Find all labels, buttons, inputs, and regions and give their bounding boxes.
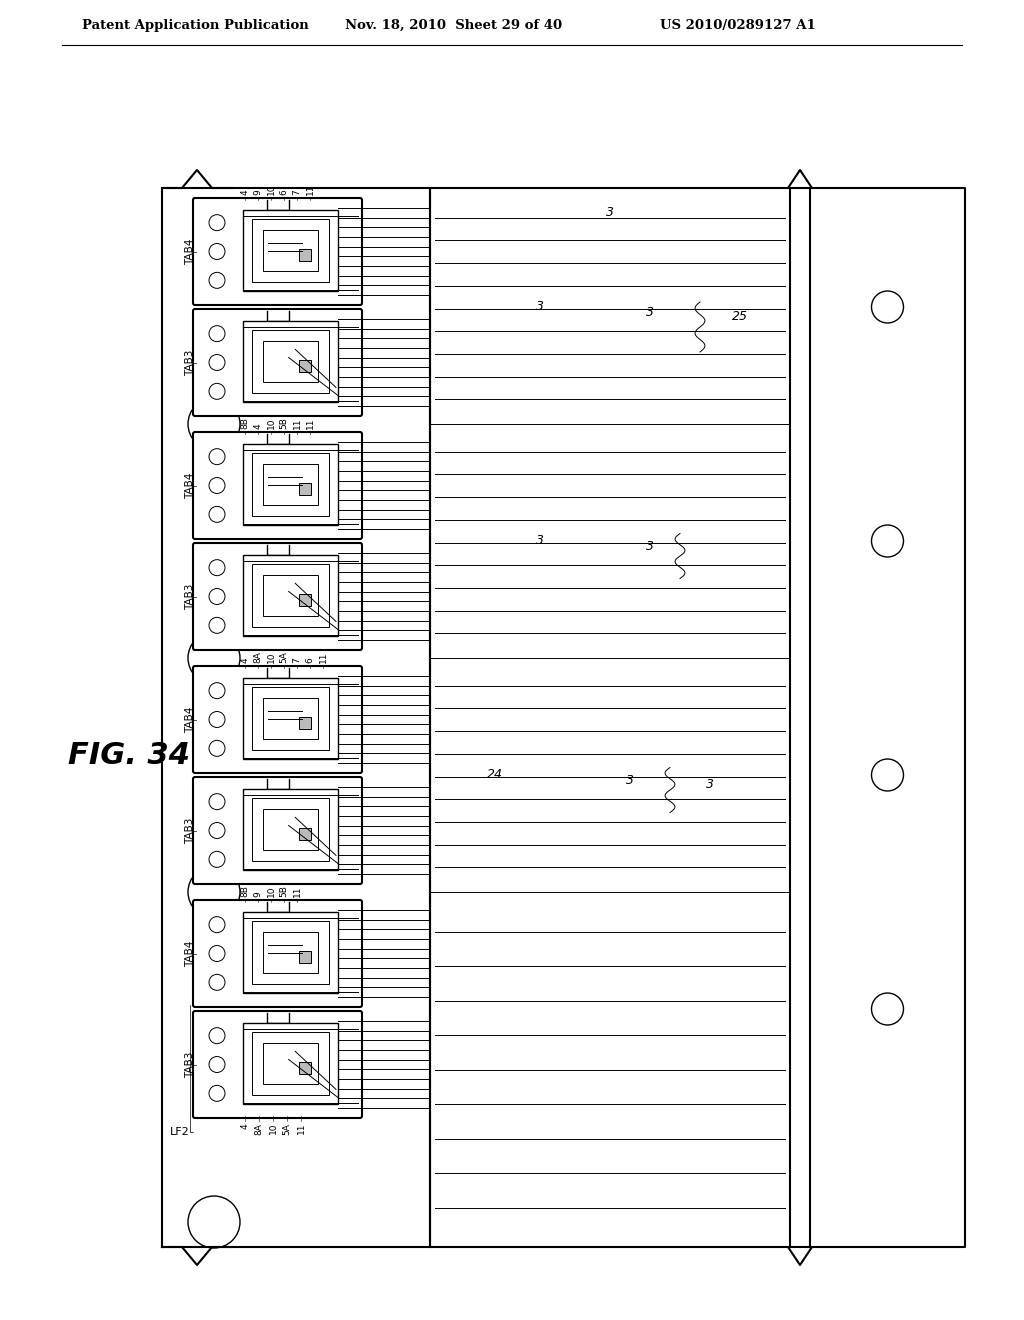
- Bar: [252, 453, 329, 516]
- Bar: [243, 210, 338, 290]
- FancyBboxPatch shape: [193, 432, 362, 539]
- Text: FIG. 34: FIG. 34: [68, 741, 190, 770]
- Text: 3: 3: [646, 540, 654, 553]
- Text: TAB4: TAB4: [185, 940, 195, 966]
- Text: Patent Application Publication: Patent Application Publication: [82, 18, 309, 32]
- Text: TAB3: TAB3: [185, 350, 195, 376]
- Bar: [243, 1023, 338, 1104]
- Bar: [243, 321, 338, 403]
- Text: 5B: 5B: [280, 417, 289, 429]
- FancyBboxPatch shape: [193, 777, 362, 884]
- Text: 10: 10: [266, 183, 275, 195]
- Text: 7: 7: [293, 189, 301, 195]
- Bar: [252, 564, 329, 627]
- Text: 11: 11: [318, 652, 328, 663]
- FancyBboxPatch shape: [193, 198, 362, 305]
- Bar: [252, 219, 329, 282]
- Text: 5B: 5B: [280, 886, 289, 898]
- Bar: [263, 932, 318, 973]
- Bar: [299, 950, 310, 962]
- Bar: [243, 444, 338, 525]
- Text: 11: 11: [297, 1123, 305, 1134]
- Text: 11: 11: [293, 417, 301, 429]
- Bar: [252, 799, 329, 861]
- FancyBboxPatch shape: [193, 1011, 362, 1118]
- Text: 11: 11: [305, 417, 314, 429]
- Text: TAB3: TAB3: [185, 583, 195, 610]
- Text: 3: 3: [706, 779, 714, 792]
- Text: LF2: LF2: [170, 1127, 189, 1137]
- Bar: [263, 1043, 318, 1084]
- Text: 9: 9: [254, 891, 262, 898]
- Text: TAB3: TAB3: [185, 1051, 195, 1077]
- Text: TAB3: TAB3: [185, 817, 195, 843]
- Text: 3: 3: [536, 301, 544, 314]
- Bar: [252, 921, 329, 983]
- Text: 3: 3: [606, 206, 614, 219]
- Text: 3: 3: [646, 305, 654, 318]
- Text: 25: 25: [732, 310, 748, 323]
- Text: 5A: 5A: [280, 651, 289, 663]
- Text: 6: 6: [280, 189, 289, 195]
- Text: 11: 11: [293, 886, 301, 898]
- Text: 10: 10: [268, 1123, 278, 1134]
- Bar: [263, 230, 318, 271]
- Text: 8A: 8A: [255, 1123, 263, 1135]
- Bar: [243, 789, 338, 870]
- Bar: [299, 359, 310, 371]
- Bar: [299, 1061, 310, 1073]
- Bar: [263, 698, 318, 739]
- Text: 10: 10: [266, 417, 275, 429]
- Bar: [299, 717, 310, 729]
- Bar: [299, 594, 310, 606]
- Bar: [243, 678, 338, 759]
- Text: 4: 4: [241, 1123, 250, 1129]
- Bar: [299, 828, 310, 840]
- Bar: [263, 576, 318, 616]
- Bar: [243, 554, 338, 636]
- Text: 10: 10: [266, 886, 275, 898]
- Bar: [252, 686, 329, 750]
- Text: 8A: 8A: [254, 651, 262, 663]
- Text: 10: 10: [266, 652, 275, 663]
- FancyBboxPatch shape: [193, 309, 362, 416]
- Text: TAB4: TAB4: [185, 473, 195, 499]
- Bar: [252, 330, 329, 393]
- Text: Nov. 18, 2010  Sheet 29 of 40: Nov. 18, 2010 Sheet 29 of 40: [345, 18, 562, 32]
- Text: 8B: 8B: [241, 417, 250, 429]
- Bar: [299, 483, 310, 495]
- FancyBboxPatch shape: [193, 543, 362, 649]
- Text: TAB4: TAB4: [185, 706, 195, 733]
- Text: 6: 6: [305, 657, 314, 663]
- Bar: [263, 341, 318, 381]
- Text: 4: 4: [241, 189, 250, 195]
- Text: 3: 3: [626, 774, 634, 787]
- Text: 8B: 8B: [241, 886, 250, 898]
- FancyBboxPatch shape: [193, 667, 362, 774]
- Bar: [252, 1032, 329, 1096]
- Text: 11: 11: [305, 183, 314, 195]
- Text: US 2010/0289127 A1: US 2010/0289127 A1: [660, 18, 816, 32]
- Bar: [263, 809, 318, 850]
- Text: 5A: 5A: [283, 1123, 292, 1135]
- Text: 4: 4: [254, 424, 262, 429]
- Text: 3: 3: [536, 535, 544, 548]
- Bar: [243, 912, 338, 993]
- Text: TAB4: TAB4: [185, 239, 195, 265]
- FancyBboxPatch shape: [193, 900, 362, 1007]
- Bar: [299, 248, 310, 260]
- Text: 7: 7: [293, 657, 301, 663]
- Text: 9: 9: [254, 189, 262, 195]
- Text: 24: 24: [487, 768, 503, 781]
- Text: 4: 4: [241, 657, 250, 663]
- Bar: [263, 465, 318, 506]
